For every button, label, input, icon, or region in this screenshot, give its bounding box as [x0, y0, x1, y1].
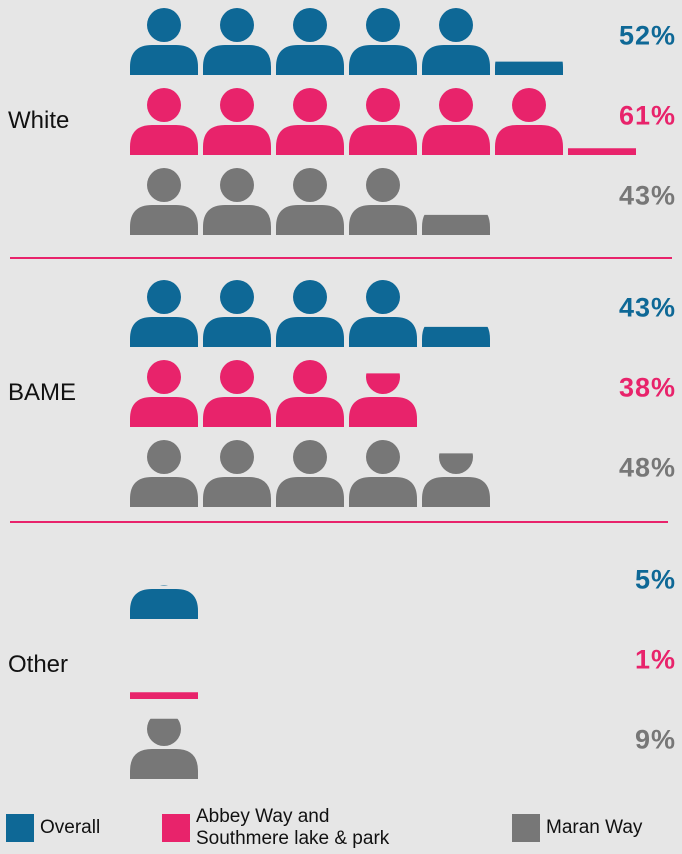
person-icon — [349, 88, 417, 155]
legend-item: Maran Way — [512, 802, 682, 854]
person-icon — [422, 326, 490, 347]
person-icon — [349, 8, 417, 75]
person-icon — [422, 88, 490, 155]
legend-swatch — [512, 814, 540, 842]
person-icon — [349, 168, 417, 235]
person-icon — [130, 168, 198, 235]
value-label: 1% — [635, 645, 676, 675]
person-icon — [130, 440, 198, 507]
person-icon — [495, 61, 563, 75]
person-icon — [203, 440, 271, 507]
category-label: BAME — [8, 379, 76, 406]
person-icon — [130, 585, 198, 619]
legend-swatch — [162, 814, 190, 842]
person-icon — [203, 88, 271, 155]
person-icon — [203, 360, 271, 427]
value-label: 43% — [619, 293, 676, 323]
person-icon — [130, 8, 198, 75]
legend-item: Abbey Way and Southmere lake & park — [162, 802, 396, 854]
person-icon — [276, 88, 344, 155]
category-label: Other — [8, 651, 68, 678]
person-icon — [349, 440, 417, 507]
value-label: 52% — [619, 21, 676, 51]
person-icon — [349, 373, 417, 427]
person-icon — [422, 453, 490, 507]
legend-label: Maran Way — [546, 817, 643, 838]
value-label: 9% — [635, 725, 676, 755]
person-icon — [130, 88, 198, 155]
person-icon — [130, 692, 198, 699]
value-label: 48% — [619, 453, 676, 483]
legend-label: Overall — [40, 817, 101, 838]
person-icon — [130, 718, 198, 779]
person-icon — [276, 168, 344, 235]
value-label: 43% — [619, 181, 676, 211]
legend-label: Abbey Way and Southmere lake & park — [196, 806, 390, 849]
value-label: 5% — [635, 565, 676, 595]
value-label: 61% — [619, 101, 676, 131]
legend-swatch — [6, 814, 34, 842]
value-label: 38% — [619, 373, 676, 403]
person-icon — [276, 440, 344, 507]
person-icon — [276, 280, 344, 347]
person-icon — [568, 148, 636, 155]
person-icon — [130, 280, 198, 347]
person-icon — [422, 214, 490, 235]
person-icon — [130, 360, 198, 427]
person-icon — [276, 360, 344, 427]
person-icon — [349, 280, 417, 347]
person-icon — [203, 168, 271, 235]
legend-item: Overall — [6, 802, 130, 854]
category-label: White — [8, 107, 69, 134]
person-icon — [276, 8, 344, 75]
person-icon — [203, 8, 271, 75]
person-icon — [495, 88, 563, 155]
person-icon — [422, 8, 490, 75]
person-icon — [203, 280, 271, 347]
